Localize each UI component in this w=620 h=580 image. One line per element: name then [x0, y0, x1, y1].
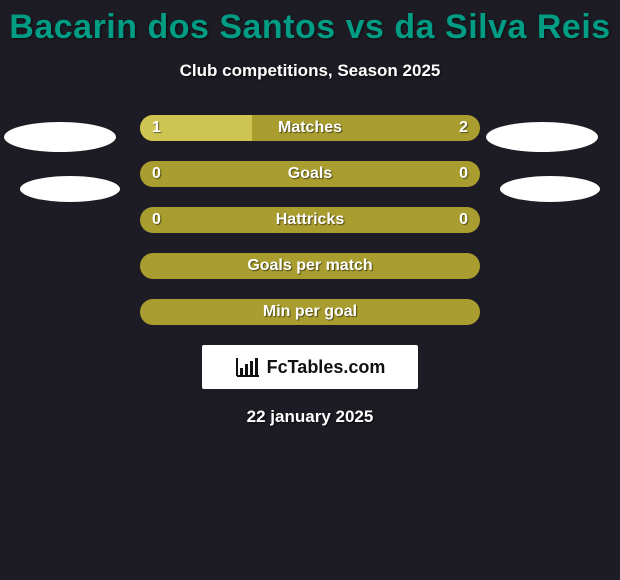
logo-text: FcTables.com [267, 357, 386, 378]
stat-right-value: 0 [459, 161, 468, 187]
stat-label: Hattricks [276, 211, 344, 229]
stat-right-value: 0 [459, 207, 468, 233]
decorative-ellipse [486, 122, 598, 152]
stat-left-value: 1 [152, 115, 161, 141]
stat-label: Min per goal [263, 303, 357, 321]
bar-chart-icon [235, 356, 261, 378]
stat-right-value: 2 [459, 115, 468, 141]
stat-row: Goals per match [140, 253, 480, 279]
logo-box: FcTables.com [202, 345, 418, 389]
decorative-ellipse [500, 176, 600, 202]
stat-row: 1 2 Matches [140, 115, 480, 141]
subtitle: Club competitions, Season 2025 [0, 61, 620, 81]
stat-row: 0 0 Goals [140, 161, 480, 187]
stat-label: Matches [278, 119, 342, 137]
stat-left-value: 0 [152, 207, 161, 233]
page-title: Bacarin dos Santos vs da Silva Reis [0, 0, 620, 47]
stat-row: 0 0 Hattricks [140, 207, 480, 233]
stat-label: Goals per match [247, 257, 372, 275]
decorative-ellipse [4, 122, 116, 152]
stat-label: Goals [288, 165, 332, 183]
date-text: 22 january 2025 [0, 407, 620, 427]
decorative-ellipse [20, 176, 120, 202]
stat-row: Min per goal [140, 299, 480, 325]
stat-left-value: 0 [152, 161, 161, 187]
